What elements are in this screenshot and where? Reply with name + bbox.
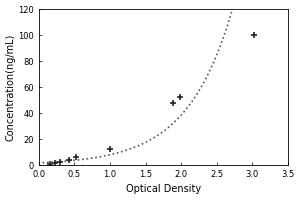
Y-axis label: Concentration(ng/mL): Concentration(ng/mL) [6, 33, 16, 141]
X-axis label: Optical Density: Optical Density [126, 184, 201, 194]
